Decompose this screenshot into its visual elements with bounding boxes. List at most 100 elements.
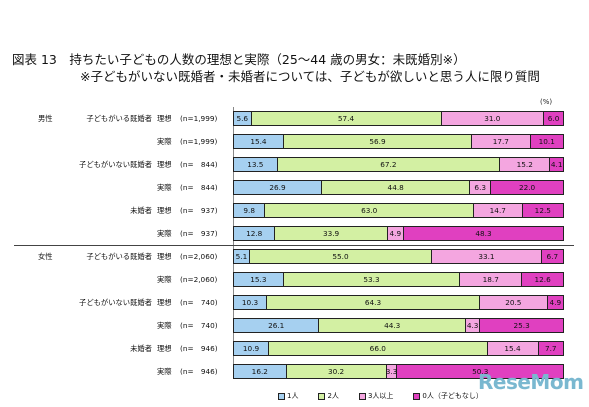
stacked-bar: 5.6 57.4 31.0 6.0 <box>233 111 564 126</box>
bar-segment: 64.3 <box>267 295 480 310</box>
type-label: 実際 <box>157 229 172 238</box>
stacked-bar: 26.9 44.8 6.3 22.0 <box>233 180 564 195</box>
type-label: 実際 <box>157 137 172 146</box>
type-label: 実際 <box>157 321 172 330</box>
type-label: 実際 <box>157 183 172 192</box>
bar-segment: 44.3 <box>319 318 467 333</box>
type-label: 理想 <box>157 252 172 261</box>
group-label: 子どもがいない既婚者 <box>79 298 152 307</box>
bar-segment: 10.1 <box>530 134 564 149</box>
sample-size-label: (n= 740) <box>180 298 218 307</box>
legend-swatch <box>413 392 421 400</box>
bar-segment: 7.7 <box>538 341 564 356</box>
sample-size-label: (n=1,999) <box>180 114 218 123</box>
stacked-bar: 5.1 55.0 33.1 6.7 <box>233 249 564 264</box>
group-label: 未婚者 <box>130 344 152 353</box>
bar-segment: 12.5 <box>522 203 564 218</box>
sex-label: 男性 <box>38 114 53 123</box>
section-divider <box>14 245 574 246</box>
sample-size-label: (n= 740) <box>180 321 218 330</box>
sample-size-label: (n=2,060) <box>180 252 218 261</box>
sample-size-label: (n= 937) <box>180 229 218 238</box>
stacked-bar: 15.3 53.3 18.7 12.6 <box>233 272 564 287</box>
stacked-bar: 13.5 67.2 15.2 4.1 <box>233 157 564 172</box>
type-label: 理想 <box>157 206 172 215</box>
unit-label: (%) <box>540 98 553 106</box>
stacked-bar: 10.9 66.0 15.4 7.7 <box>233 341 564 356</box>
bar-segment: 14.7 <box>473 203 523 218</box>
bar-segment: 67.2 <box>277 157 501 172</box>
bar-segment: 6.0 <box>544 111 564 126</box>
bar-segment: 9.8 <box>233 203 266 218</box>
type-label: 理想 <box>157 344 172 353</box>
chart-title: 図表 13 持ちたい子どもの人数の理想と実際（25～44 歳の男女：未既婚別※） <box>12 52 466 67</box>
bar-segment: 12.8 <box>233 226 276 241</box>
bar-segment: 3.3 <box>386 364 398 379</box>
bar-segment: 56.9 <box>283 134 473 149</box>
chart-subtitle: ※子どもがいない既婚者・未婚者については、子どもが欲しいと思う人に限り質問 <box>80 69 540 84</box>
bar-segment: 48.3 <box>403 226 564 241</box>
legend-label: 0人（子どもなし） <box>422 392 483 400</box>
legend-item: 1人 <box>278 391 298 401</box>
bar-segment: 15.2 <box>500 157 551 172</box>
legend-swatch <box>278 392 285 400</box>
stacked-bar: 26.1 44.3 4.3 25.3 <box>233 318 564 333</box>
bar-segment: 17.7 <box>472 134 531 149</box>
sample-size-label: (n= 844) <box>180 183 218 192</box>
group-label: 子どもがいる既婚者 <box>86 114 152 123</box>
sample-size-label: (n= 937) <box>180 206 218 215</box>
stacked-bar: 12.8 33.9 4.9 48.3 <box>233 226 564 241</box>
sample-size-label: (n=2,060) <box>180 275 218 284</box>
bar-segment: 15.4 <box>233 134 284 149</box>
legend-swatch <box>358 392 366 400</box>
group-label: 未婚者 <box>130 206 152 215</box>
sample-size-label: (n= 946) <box>180 367 218 376</box>
bar-segment: 10.3 <box>233 295 268 310</box>
type-label: 理想 <box>157 114 172 123</box>
bar-segment: 53.3 <box>283 272 461 287</box>
bar-segment: 22.0 <box>491 180 564 195</box>
bar-segment: 5.6 <box>233 111 252 126</box>
bar-segment: 55.0 <box>249 249 433 264</box>
bar-segment: 63.0 <box>265 203 474 218</box>
group-label: 子どもがいない既婚者 <box>79 160 152 169</box>
bar-segment: 16.2 <box>233 364 287 379</box>
bar-segment: 13.5 <box>233 157 278 172</box>
type-label: 実際 <box>157 275 172 284</box>
bar-segment: 50.3 <box>397 364 564 379</box>
chart-legend: 1人 2人 3人以上 0人（子どもなし） <box>278 391 503 401</box>
bar-segment: 18.7 <box>460 272 523 287</box>
bar-segment: 26.1 <box>233 318 320 333</box>
stacked-bar: 16.2 30.2 3.3 50.3 <box>233 364 564 379</box>
bar-segment: 5.1 <box>233 249 250 264</box>
bar-segment: 20.5 <box>479 295 548 310</box>
type-label: 実際 <box>157 367 172 376</box>
bar-segment: 25.3 <box>480 318 564 333</box>
sample-size-label: (n= 946) <box>180 344 218 353</box>
bar-segment: 4.9 <box>547 295 564 310</box>
bar-segment: 44.8 <box>322 180 471 195</box>
stacked-bar: 15.4 56.9 17.7 10.1 <box>233 134 564 149</box>
bar-segment: 33.1 <box>432 249 542 264</box>
sample-size-label: (n=1,999) <box>180 137 218 146</box>
legend-swatch <box>318 392 326 400</box>
bar-segment: 30.2 <box>286 364 387 379</box>
type-label: 理想 <box>157 160 172 169</box>
stacked-bar: 10.3 64.3 20.5 4.9 <box>233 295 564 310</box>
bar-segment: 33.9 <box>275 226 388 241</box>
bar-segment: 6.7 <box>541 249 564 264</box>
bar-segment: 4.9 <box>387 226 404 241</box>
bar-segment: 26.9 <box>233 180 323 195</box>
type-label: 理想 <box>157 298 172 307</box>
bar-segment: 4.1 <box>550 157 564 172</box>
legend-item: 3人以上 <box>358 391 393 401</box>
bar-segment: 10.9 <box>233 341 270 356</box>
stacked-bar: 9.8 63.0 14.7 12.5 <box>233 203 564 218</box>
bar-segment: 57.4 <box>251 111 442 126</box>
bar-segment: 6.3 <box>470 180 492 195</box>
bar-segment: 15.3 <box>233 272 284 287</box>
resemom-logo: ReseMom <box>478 370 584 394</box>
bar-segment: 15.4 <box>487 341 539 356</box>
legend-item: 0人（子どもなし） <box>413 391 483 401</box>
group-label: 子どもがいる既婚者 <box>86 252 152 261</box>
